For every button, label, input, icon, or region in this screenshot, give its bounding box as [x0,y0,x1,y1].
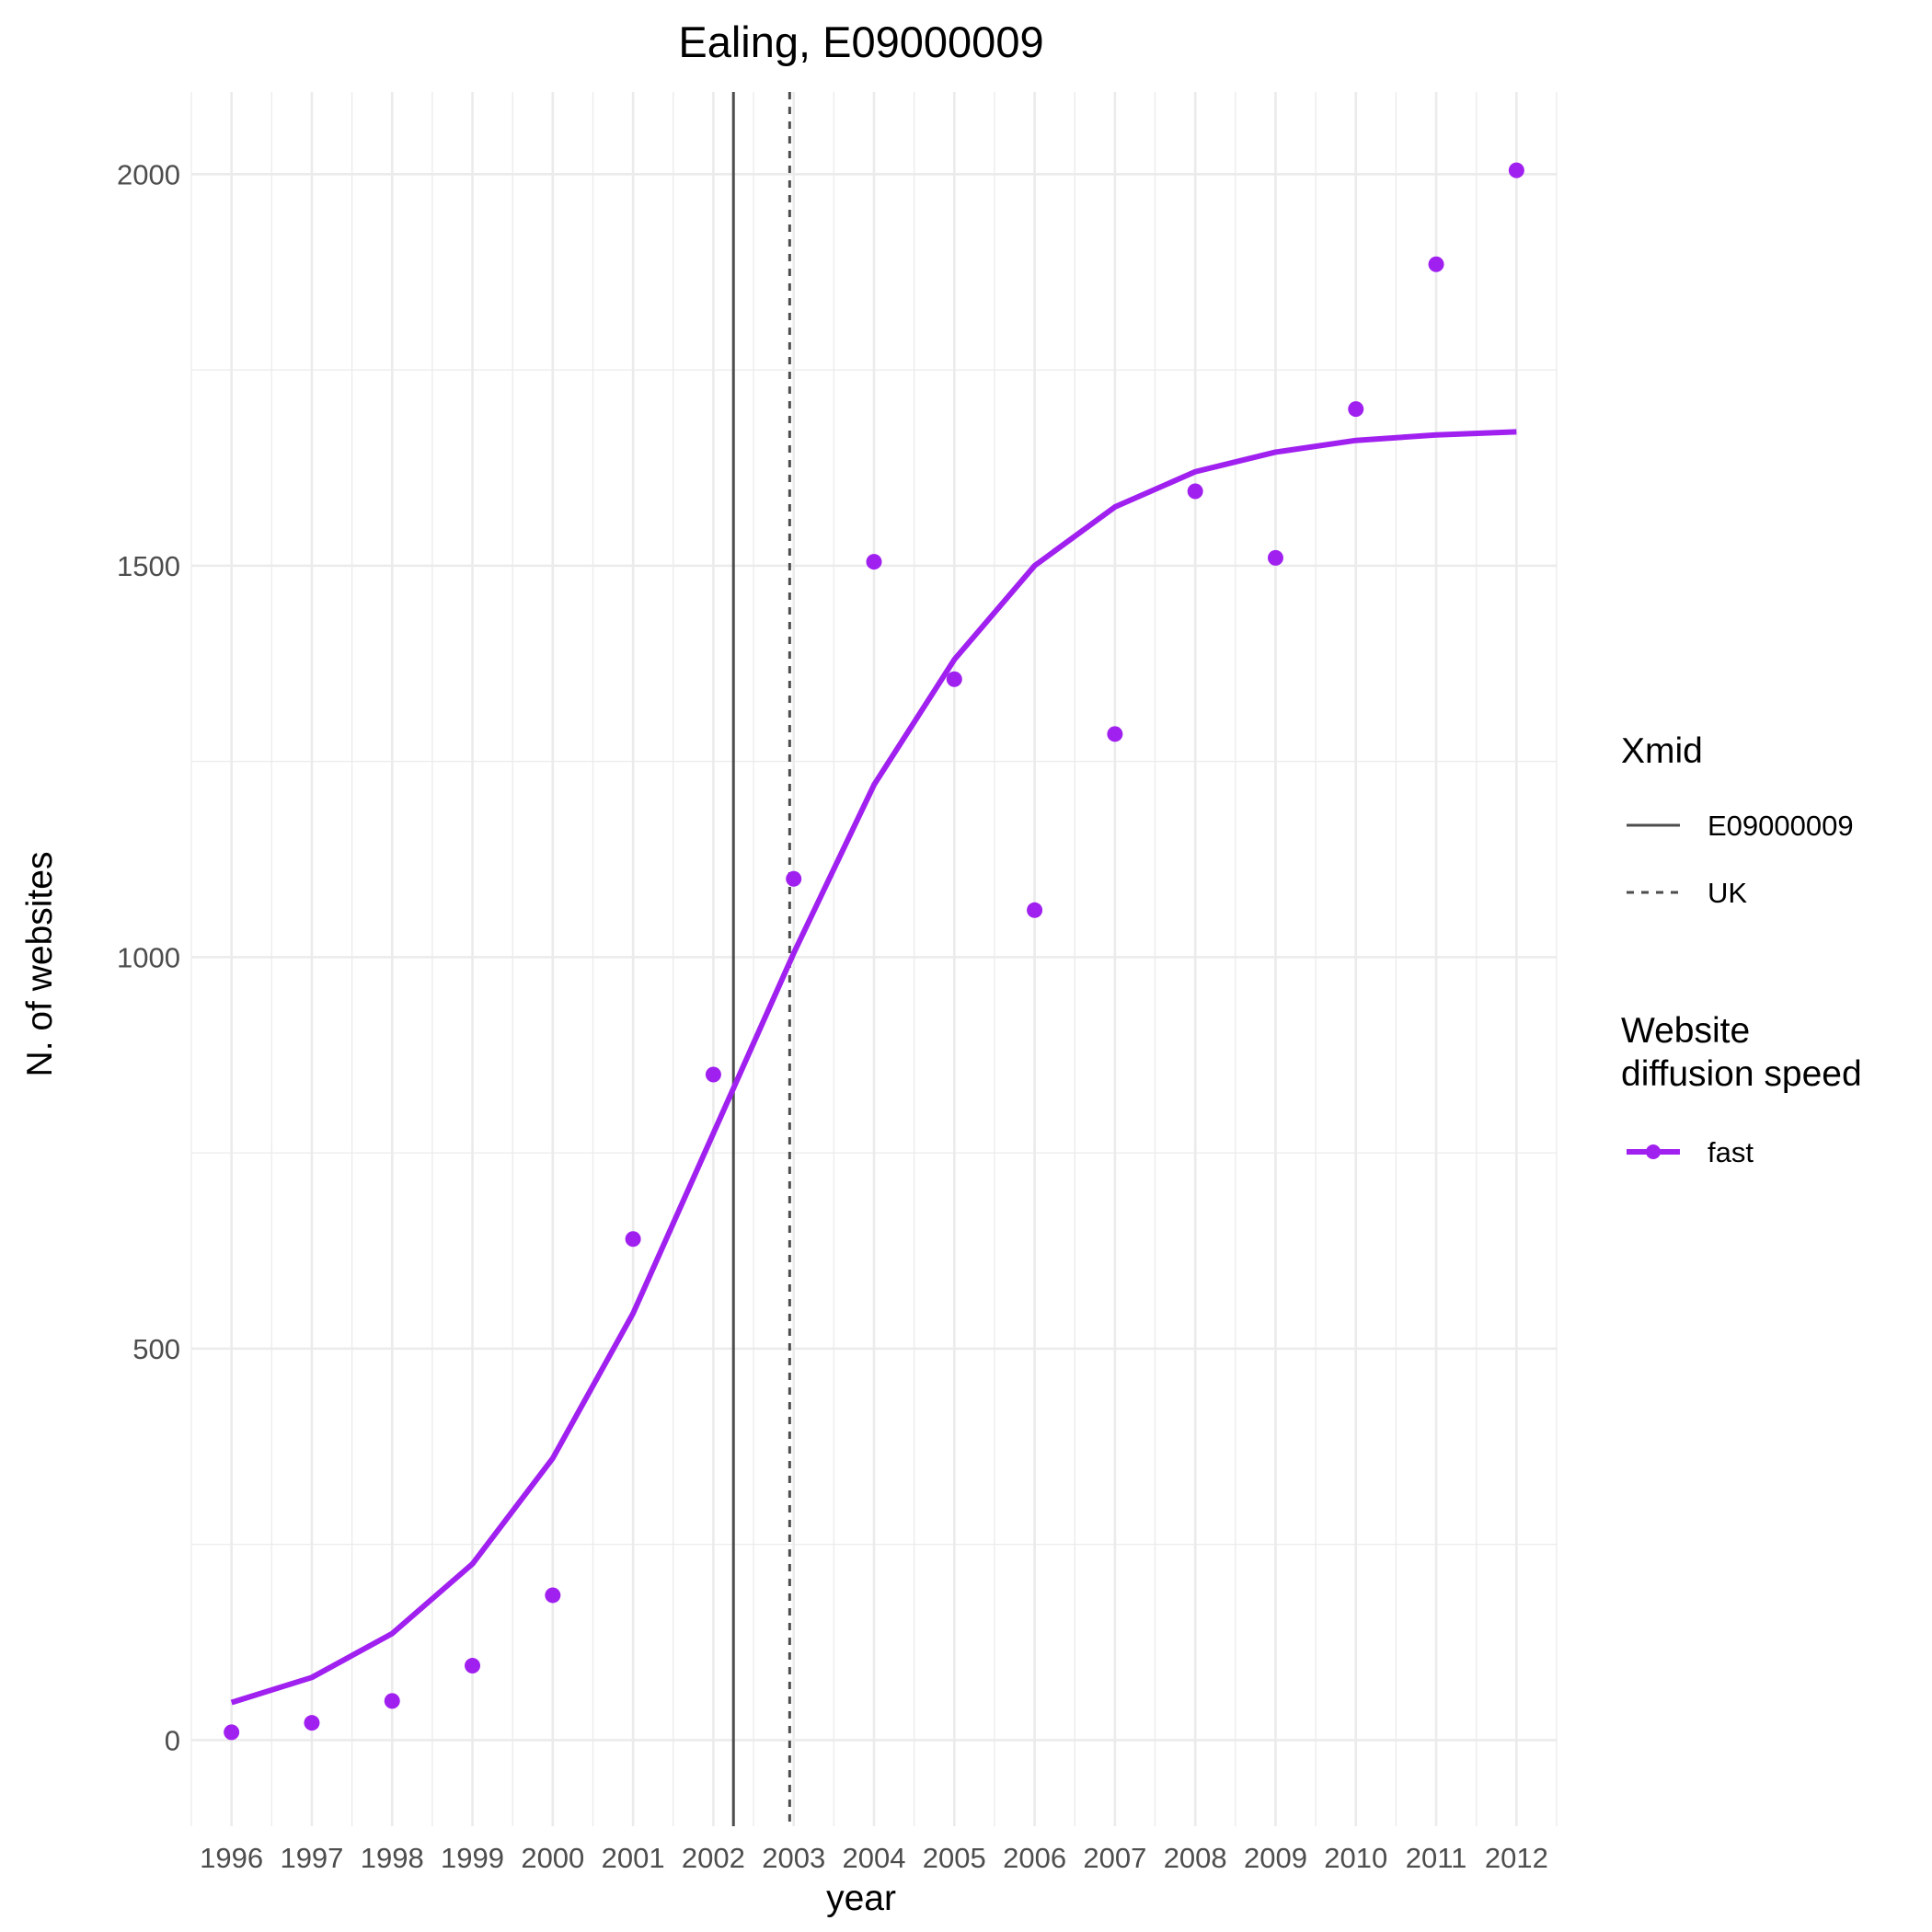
legend-xmid-title: Xmid [1621,731,1703,771]
data-point-2004 [866,554,882,570]
data-point-1996 [224,1724,240,1741]
data-point-2008 [1187,483,1203,500]
fitted-curve-line [230,429,1517,1706]
data-point-2009 [1267,549,1283,566]
x-tick-label: 1996 [200,1842,263,1874]
data-point-1999 [465,1658,481,1674]
x-tick-label: 2012 [1485,1842,1548,1874]
x-tick-label: 2002 [682,1842,745,1874]
legend-fast-point-swatch [1646,1144,1661,1159]
series-layer [224,162,1524,1741]
x-tick-label: 1998 [361,1842,424,1874]
legend-speed-title-line1: Website [1621,1011,1750,1051]
legend-label-fast: fast [1708,1136,1754,1168]
data-point-2000 [545,1587,561,1604]
y-axis-title: N. of websites [20,852,60,1077]
legend-xmid: Xmid E09000009 UK [1621,731,1854,909]
x-tick-label: 2003 [762,1842,825,1874]
data-point-2006 [1027,902,1043,918]
x-tick-label: 2011 [1406,1842,1467,1874]
x-tick-label: 1997 [280,1842,343,1874]
x-tick-label: 2006 [1003,1842,1066,1874]
x-tick-label: 2001 [602,1842,665,1874]
y-tick-label: 0 [165,1724,180,1756]
x-tick-label: 2009 [1244,1842,1307,1874]
reference-lines [731,92,791,1826]
legend-speed-title-line2: diffusion speed [1621,1054,1862,1094]
data-point-2007 [1107,726,1123,742]
data-point-1998 [384,1693,400,1709]
data-point-2012 [1508,162,1524,178]
legend-label-uk: UK [1708,877,1747,909]
x-tick-label: 1999 [441,1842,504,1874]
y-tick-label: 500 [132,1333,180,1365]
x-tick-label: 2007 [1083,1842,1146,1874]
data-point-2010 [1348,401,1364,418]
data-point-2005 [946,671,962,687]
y-tick-label: 1000 [117,941,180,973]
chart-title: Ealing, E09000009 [678,17,1043,66]
legend-label-e09000009: E09000009 [1708,810,1854,842]
y-tick-label: 2000 [117,158,180,190]
data-point-2002 [705,1066,721,1083]
data-point-1997 [304,1715,320,1731]
grid [190,92,1558,1826]
data-point-2001 [625,1231,641,1248]
data-point-2011 [1428,256,1444,272]
tick-labels: 0 500 1000 1500 2000 1996 1997 1998 1999 2000 2001… [117,158,1548,1874]
x-tick-label: 2005 [923,1842,986,1874]
x-tick-label: 2010 [1324,1842,1387,1874]
legend-diffusion-speed: Website diffusion speed fast [1621,1011,1862,1168]
data-point-2003 [786,870,802,887]
x-axis-title: year [826,1879,896,1918]
x-tick-label: 2008 [1164,1842,1227,1874]
x-tick-label: 2004 [843,1842,906,1874]
y-tick-label: 1500 [117,550,180,582]
x-tick-label: 2000 [521,1842,584,1874]
